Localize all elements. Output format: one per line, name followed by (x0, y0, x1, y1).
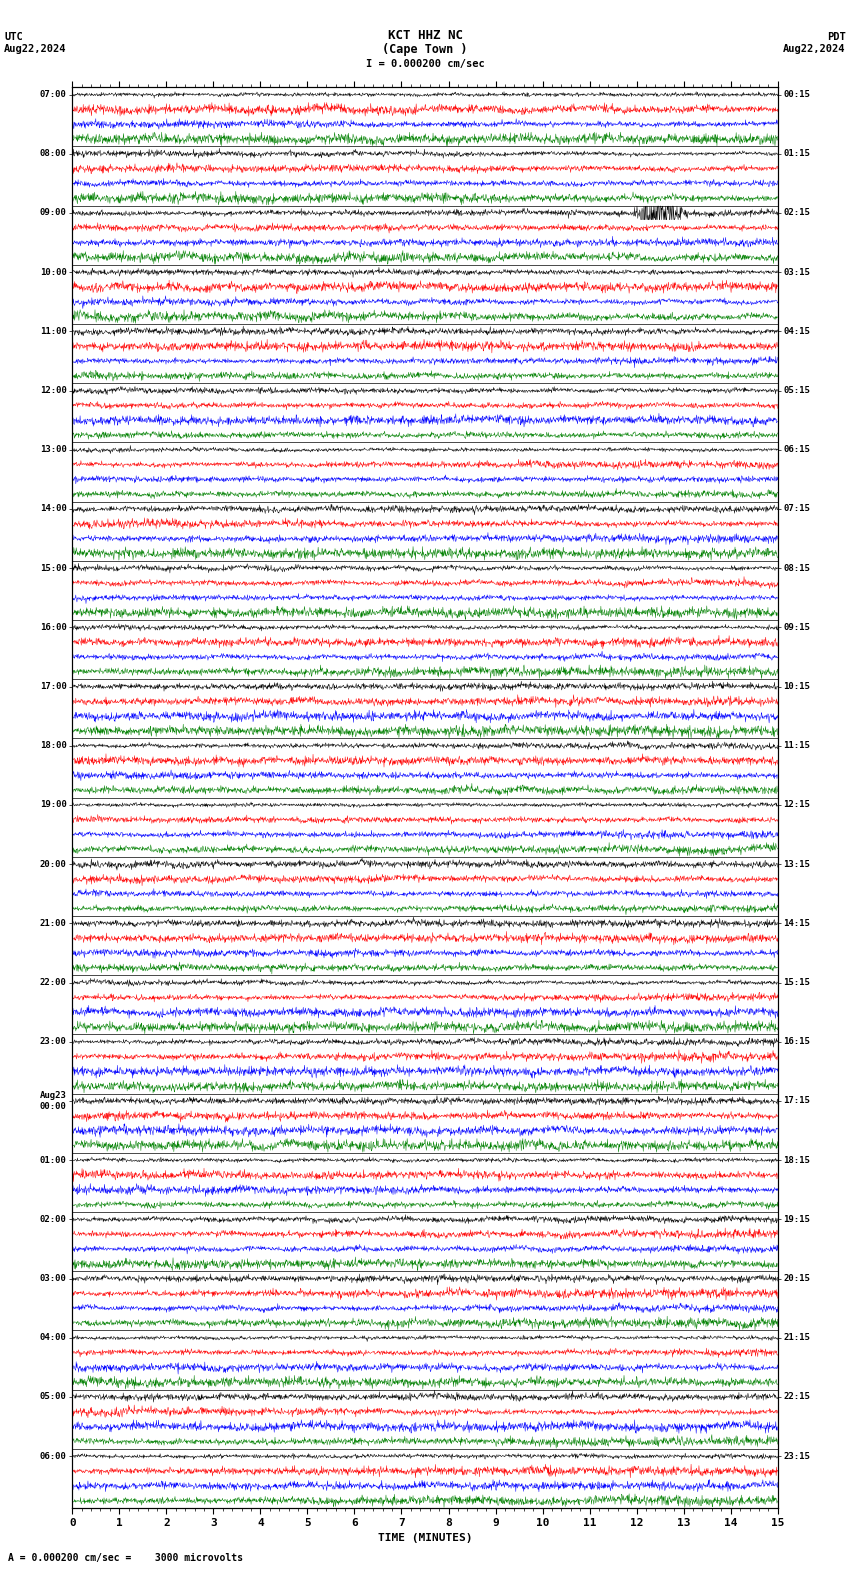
Text: A = 0.000200 cm/sec =    3000 microvolts: A = 0.000200 cm/sec = 3000 microvolts (8, 1554, 243, 1563)
X-axis label: TIME (MINUTES): TIME (MINUTES) (377, 1533, 473, 1543)
Text: KCT HHZ NC: KCT HHZ NC (388, 29, 462, 41)
Text: Aug22,2024: Aug22,2024 (783, 44, 846, 54)
Text: PDT: PDT (827, 32, 846, 41)
Text: Aug22,2024: Aug22,2024 (4, 44, 67, 54)
Text: UTC: UTC (4, 32, 23, 41)
Text: (Cape Town ): (Cape Town ) (382, 43, 468, 55)
Text: I = 0.000200 cm/sec: I = 0.000200 cm/sec (366, 59, 484, 68)
